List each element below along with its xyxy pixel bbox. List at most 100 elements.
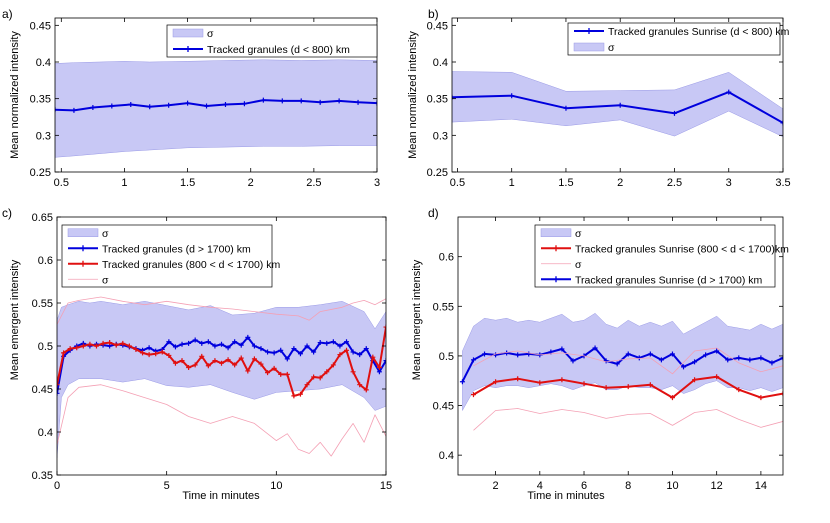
data-point	[780, 391, 783, 397]
legend: σ Tracked granules (d > 1700) km Tracked g…	[61, 224, 280, 288]
data-point	[147, 104, 153, 110]
y-tick-label: 0.45	[427, 20, 448, 32]
data-point	[212, 358, 218, 364]
data-point	[80, 343, 86, 349]
data-point	[470, 357, 476, 363]
data-point	[153, 351, 159, 357]
data-point	[459, 379, 465, 385]
data-point	[133, 346, 139, 352]
x-tick-label: 12	[711, 480, 723, 492]
legend-swatch-band	[172, 28, 204, 38]
series-line	[473, 347, 783, 375]
plot-area	[459, 312, 783, 431]
data-point	[376, 365, 382, 370]
y-tick-label: 0.65	[32, 212, 53, 224]
x-tick-label: 2	[493, 480, 499, 492]
y-tick-label: 0.5	[38, 341, 53, 353]
plot-area	[57, 296, 386, 458]
data-point	[350, 369, 356, 375]
data-point	[736, 387, 742, 393]
data-point	[780, 355, 783, 361]
data-point	[559, 346, 565, 352]
data-point	[251, 343, 257, 349]
y-tick-label: 0.35	[32, 470, 53, 482]
x-tick-label: 5	[164, 480, 170, 492]
data-point	[225, 345, 231, 351]
axes-frame	[54, 17, 378, 173]
data-point	[55, 107, 58, 113]
x-tick-label: 1.5	[180, 177, 195, 189]
data-point	[669, 395, 675, 401]
x-tick-label: 2	[248, 177, 254, 189]
data-point	[515, 376, 521, 382]
data-point	[232, 339, 238, 345]
data-point	[570, 358, 576, 364]
x-tick-label: 2	[617, 177, 623, 189]
legend-swatch-band	[540, 228, 572, 237]
data-point	[647, 382, 653, 388]
data-point	[592, 345, 598, 351]
panel-label: c)	[2, 206, 12, 220]
data-point	[166, 352, 172, 358]
data-point	[172, 360, 178, 366]
data-point	[383, 358, 386, 364]
data-point	[260, 97, 266, 103]
data-point	[238, 342, 244, 348]
data-point	[166, 102, 172, 108]
panel-3: d) 2 4 6 8 10 12 14 0.4 0.45 0.5 0.55 0.6 Mean emerge…	[411, 206, 789, 502]
data-point	[669, 351, 675, 357]
data-point	[747, 357, 753, 363]
y-tick-label: 0.45	[32, 384, 53, 396]
data-point	[692, 377, 698, 383]
data-point	[357, 382, 363, 388]
data-point	[324, 340, 330, 346]
data-point	[581, 381, 587, 387]
data-point	[128, 102, 134, 108]
data-point	[317, 99, 323, 105]
y-tick-label: 0.45	[433, 401, 454, 413]
y-tick-label: 0.35	[30, 94, 51, 106]
panel-label: a)	[2, 7, 13, 21]
data-point	[179, 358, 185, 364]
x-tick-label: 1	[121, 177, 127, 189]
panel-0: a) 0.5 1 1.5 2 2.5 3 0.25 0.3 0.35 0.4 0.45 Mean nor…	[2, 7, 380, 189]
data-point	[304, 382, 310, 388]
x-tick-label: 8	[625, 480, 631, 492]
data-point	[71, 107, 77, 113]
data-point	[625, 351, 631, 357]
y-tick-label: 0.3	[433, 130, 448, 142]
legend-entry: σ	[102, 228, 109, 240]
data-point	[159, 349, 165, 355]
data-point	[658, 357, 664, 363]
y-tick-label: 0.25	[30, 167, 51, 179]
legend-swatch-marker	[185, 46, 191, 52]
x-tick-label: 0.5	[450, 177, 465, 189]
data-point	[509, 93, 515, 99]
legend-entry: σ	[575, 259, 582, 271]
data-point	[298, 98, 304, 104]
data-point	[647, 351, 653, 357]
data-point	[383, 324, 386, 330]
x-tick-label: 3	[374, 177, 380, 189]
data-point	[199, 340, 205, 346]
legend-entry: σ	[207, 28, 214, 40]
panel-2: c) 0 5 10 15 0.35 0.4 0.45 0.5 0.55 0.6 0.65 Mean em…	[2, 206, 392, 502]
legend: Tracked granules Sunrise (d < 800) km σ	[567, 22, 790, 56]
data-point	[258, 361, 264, 367]
legend-entry: σ	[102, 274, 109, 286]
data-point	[758, 355, 764, 361]
data-point	[297, 391, 303, 397]
data-point	[736, 355, 742, 361]
legend-entry: Tracked granules Sunrise (800 < d < 1700…	[575, 243, 789, 255]
data-point	[265, 349, 271, 355]
legend-swatch-marker	[80, 245, 86, 252]
y-tick-label: 0.4	[36, 57, 51, 69]
data-point	[726, 89, 732, 95]
y-tick-label: 0.55	[433, 301, 454, 313]
data-point	[344, 347, 350, 353]
legend: σ Tracked granules Sunrise (800 < d < 170…	[534, 224, 789, 288]
y-tick-label: 0.45	[30, 20, 51, 32]
data-point	[212, 343, 218, 349]
y-tick-label: 0.4	[433, 57, 448, 69]
series-line	[57, 296, 386, 325]
